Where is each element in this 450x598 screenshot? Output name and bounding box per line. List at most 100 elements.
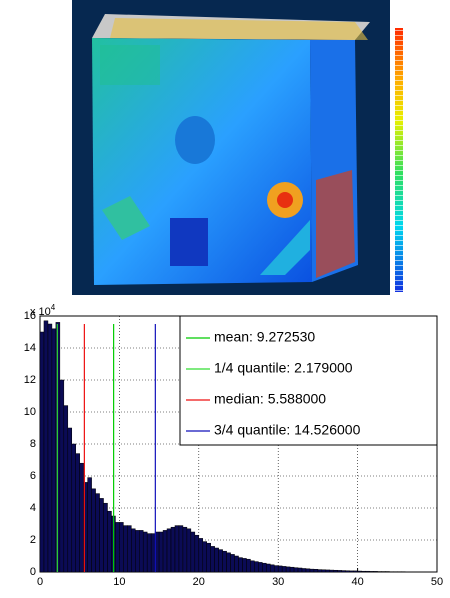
bar	[306, 569, 310, 572]
bar	[282, 566, 286, 572]
bar	[64, 406, 68, 572]
bar	[44, 321, 48, 572]
y-tick-label: 6	[30, 470, 36, 482]
bar	[52, 329, 56, 572]
bar	[318, 570, 322, 572]
bar	[302, 568, 306, 572]
bar	[88, 478, 92, 572]
bar	[235, 556, 239, 572]
bar	[346, 571, 350, 572]
legend: mean: 9.272530 1/4 quantile: 2.179000 medi…	[180, 316, 437, 445]
legend-label: 1/4 quantile: 2.179000	[214, 360, 353, 376]
bar	[358, 571, 362, 572]
bar	[127, 526, 131, 572]
bar	[373, 571, 377, 572]
x-tick-label: 0	[37, 576, 43, 588]
x-tick-label: 20	[193, 576, 205, 588]
bar	[246, 559, 250, 572]
bar	[151, 534, 155, 572]
bar	[354, 571, 358, 572]
y-scale-base: x 10	[30, 306, 51, 318]
bar	[258, 562, 262, 572]
bar	[338, 570, 342, 572]
bar	[199, 538, 203, 572]
bar	[326, 570, 330, 572]
bar	[298, 568, 302, 572]
bar	[350, 571, 354, 572]
bar	[203, 542, 207, 572]
bar	[262, 563, 266, 572]
bar	[274, 566, 278, 572]
y-tick-label: 14	[24, 342, 36, 354]
bar	[40, 332, 44, 572]
y-tick-label: 0	[30, 566, 36, 578]
bar	[100, 498, 104, 572]
bar	[139, 530, 143, 572]
bar	[195, 535, 199, 572]
bar	[135, 530, 139, 572]
y-tick-label: 12	[24, 374, 36, 386]
bar	[171, 527, 175, 572]
bar	[314, 569, 318, 572]
x-tick-label: 30	[272, 576, 284, 588]
bar	[278, 566, 282, 572]
render-image	[72, 0, 390, 295]
legend-label: 3/4 quantile: 14.526000	[214, 422, 361, 438]
bar	[330, 570, 334, 572]
bar	[294, 568, 298, 572]
bar	[179, 526, 183, 572]
bar	[167, 529, 171, 572]
bar	[119, 522, 123, 572]
y-tick-label: 2	[30, 534, 36, 546]
bar	[366, 571, 370, 572]
bar	[107, 511, 111, 572]
bar	[175, 526, 179, 572]
bar	[211, 546, 215, 572]
bar	[242, 558, 246, 572]
x-tick-label: 50	[431, 576, 443, 588]
bar	[76, 454, 80, 572]
bar	[370, 571, 374, 572]
y-scale-exponent: 4	[51, 303, 56, 312]
bar	[223, 551, 227, 572]
bar	[334, 570, 338, 572]
bar	[266, 564, 270, 572]
figure: 024681012141601020304050 x 104 mean: 9.2…	[0, 0, 450, 593]
bar	[104, 503, 108, 572]
bar	[215, 548, 219, 572]
bar	[290, 567, 294, 572]
bar	[219, 550, 223, 572]
colorbar	[395, 28, 403, 292]
bar	[270, 565, 274, 572]
x-tick-label: 10	[113, 576, 125, 588]
bar	[227, 553, 231, 572]
bar	[80, 463, 84, 572]
bar	[72, 444, 76, 572]
bar	[254, 562, 258, 572]
bar	[60, 380, 64, 572]
bar	[92, 489, 96, 572]
bar	[191, 532, 195, 572]
bar	[362, 571, 366, 572]
bar	[159, 532, 163, 572]
bar	[310, 569, 314, 572]
bar	[187, 529, 191, 572]
bar	[68, 428, 72, 572]
bar	[147, 534, 151, 572]
bar	[96, 494, 100, 572]
bar	[322, 570, 326, 572]
bar	[48, 324, 52, 572]
bar	[342, 571, 346, 572]
bar	[239, 558, 243, 572]
bar	[115, 522, 119, 572]
bar	[183, 527, 187, 572]
legend-label: median: 5.588000	[214, 391, 326, 407]
y-tick-label: 4	[30, 502, 36, 514]
legend-label: mean: 9.272530	[214, 329, 315, 345]
bar	[231, 554, 235, 572]
y-tick-label: 8	[30, 438, 36, 450]
y-tick-label: 10	[24, 406, 36, 418]
bar	[163, 530, 167, 572]
bar	[123, 526, 127, 572]
page: {"chart_data": {"type": "histogram", "bi…	[0, 0, 450, 593]
